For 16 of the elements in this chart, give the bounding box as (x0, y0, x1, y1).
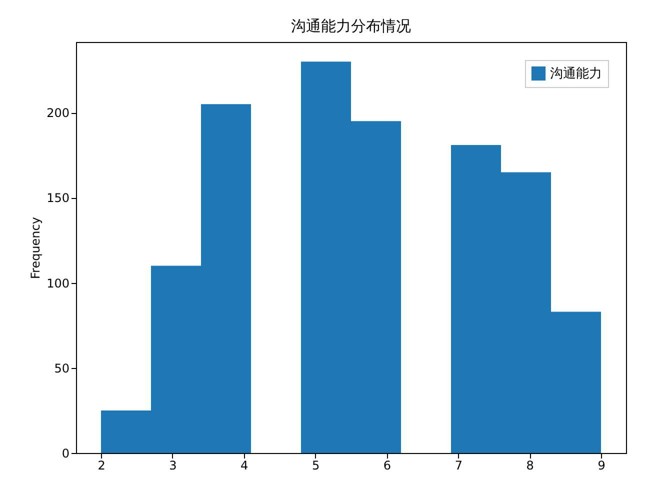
x-tick-label: 6 (383, 458, 392, 472)
x-tick-label: 8 (526, 458, 534, 472)
x-tick-label: 7 (454, 458, 462, 472)
legend-label: 沟通能力 (550, 66, 602, 82)
x-tick-label: 5 (312, 458, 320, 472)
x-tick-label: 3 (169, 458, 177, 472)
x-tick-label: 4 (240, 458, 248, 472)
y-tick-label: 0 (62, 446, 70, 460)
y-tick-label: 100 (46, 276, 70, 290)
x-tick-label: 9 (598, 458, 606, 472)
y-tick-label: 50 (54, 361, 70, 376)
y-tick-label: 200 (46, 106, 70, 120)
y-tick-label: 150 (46, 191, 70, 206)
chart-title: 沟通能力分布情况 (291, 17, 411, 35)
y-axis-title: Frequency (28, 217, 43, 279)
x-tick-label: 2 (98, 458, 106, 472)
